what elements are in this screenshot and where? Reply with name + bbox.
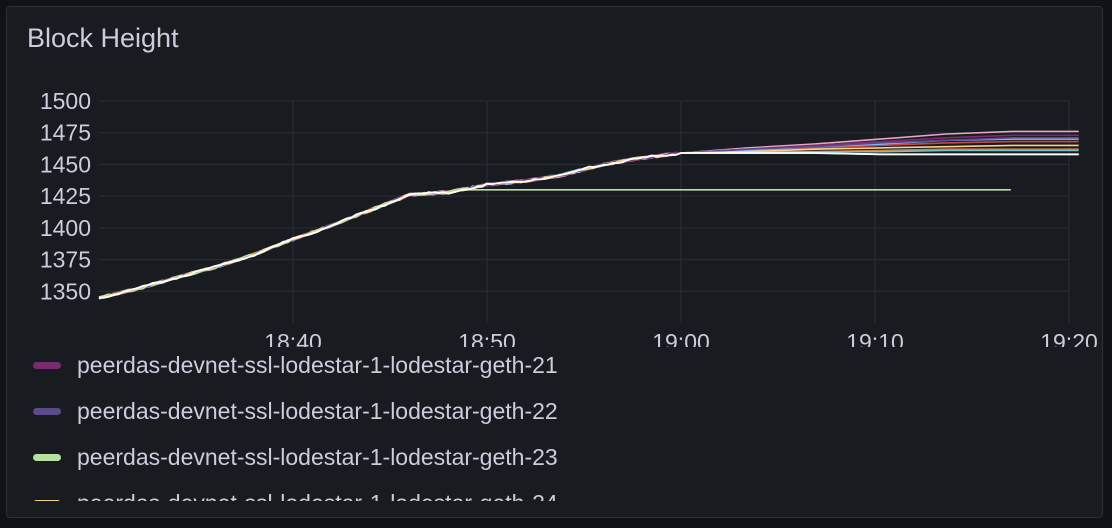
- y-tick-label: 1350: [40, 278, 91, 304]
- series-line: [98, 152, 1079, 299]
- y-tick-label: 1425: [40, 183, 91, 209]
- legend-swatch: [33, 361, 61, 369]
- series-line: [98, 130, 1079, 298]
- legend[interactable]: peerdas-devnet-ssl-lodestar-1-lodestar-g…: [7, 347, 1102, 501]
- series-line: [98, 152, 1079, 299]
- panel-title: Block Height: [27, 23, 179, 53]
- x-tick-label: 18:40: [264, 329, 322, 347]
- chart-panel: Block Height 1350 1375 1400 1425 1450 1475 150…: [6, 6, 1103, 518]
- legend-label: peerdas-devnet-ssl-lodestar-1-lodestar-g…: [77, 397, 558, 424]
- y-tick-label: 1450: [40, 151, 91, 177]
- legend-item[interactable]: peerdas-devnet-ssl-lodestar-1-lodestar-g…: [33, 437, 558, 477]
- series-line: [98, 149, 1079, 299]
- x-tick-label: 19:10: [846, 329, 904, 347]
- series-line: [98, 144, 1079, 300]
- x-tick-label: 19:20: [1040, 329, 1098, 347]
- legend-swatch: [33, 407, 61, 415]
- legend-swatch: [33, 453, 61, 461]
- y-tick-label: 1400: [40, 215, 91, 241]
- y-tick-label: 1375: [40, 247, 91, 273]
- series-line: [98, 134, 1079, 299]
- x-tick-label: 19:00: [652, 329, 710, 347]
- legend-item[interactable]: peerdas-devnet-ssl-lodestar-1-lodestar-g…: [33, 391, 558, 431]
- series-line: [98, 138, 1079, 300]
- series-line: [98, 186, 1011, 298]
- series-line: [98, 137, 1079, 300]
- legend-label: peerdas-devnet-ssl-lodestar-1-lodestar-g…: [77, 490, 558, 502]
- legend-label: peerdas-devnet-ssl-lodestar-1-lodestar-g…: [77, 351, 558, 378]
- legend-label: peerdas-devnet-ssl-lodestar-1-lodestar-g…: [77, 443, 558, 470]
- y-tick-label: 1475: [40, 120, 91, 146]
- y-tick-label: 1500: [40, 88, 91, 114]
- series-line: [98, 148, 1079, 299]
- block-height-chart[interactable]: 1350 1375 1400 1425 1450 1475 1500 18:40 18:50 19…: [7, 7, 1103, 347]
- x-tick-label: 18:50: [458, 329, 516, 347]
- legend-item[interactable]: peerdas-devnet-ssl-lodestar-1-lodestar-g…: [33, 483, 558, 501]
- legend-item[interactable]: peerdas-devnet-ssl-lodestar-1-lodestar-g…: [33, 347, 558, 385]
- legend-swatch: [33, 499, 61, 501]
